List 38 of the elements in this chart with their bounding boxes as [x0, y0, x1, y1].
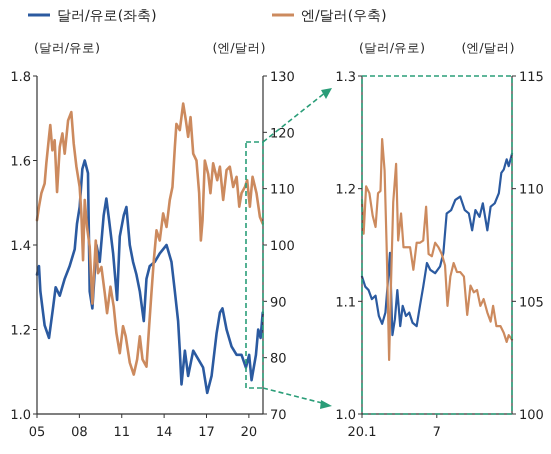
y-tick-label: 1.2 [10, 324, 31, 338]
y2-tick-label: 90 [270, 295, 287, 310]
x-tick-label: 05 [28, 425, 46, 440]
y2-tick-label: 120 [270, 126, 295, 142]
legend-label: 엔/달러(우축) [301, 8, 387, 24]
line-series [360, 138, 514, 362]
x-tick-label: 20.1 [348, 425, 376, 440]
legend-label: 달러/유로(좌축) [57, 8, 157, 24]
y-tick-label: 1.1 [335, 295, 356, 310]
y-axis-title: (달러/유로) [359, 40, 425, 55]
y2-axis-title: (엔/달러) [462, 40, 514, 55]
y2-tick-label: 130 [270, 70, 295, 85]
x-tick-label: 20 [240, 425, 258, 440]
x-tick-label: 08 [71, 425, 88, 440]
x-tick-label: 7 [432, 425, 441, 440]
y2-tick-label: 110 [270, 182, 295, 198]
y2-axis-title: (엔/달러) [212, 40, 266, 55]
y-tick-label: 1.0 [10, 408, 31, 423]
y2-tick-label: 80 [270, 352, 287, 367]
y2-tick-label: 100 [519, 408, 544, 423]
x-tick-label: 17 [198, 425, 215, 440]
y-tick-label: 1.4 [10, 239, 31, 254]
x-tick-label: 14 [156, 425, 172, 440]
line-series [36, 159, 264, 394]
y2-tick-label: 100 [270, 239, 295, 254]
y2-tick-label: 115 [519, 70, 544, 85]
y2-tick-label: 105 [519, 295, 544, 310]
y-axis-title: (달러/유로) [34, 40, 100, 55]
x-tick-label: 11 [113, 425, 130, 440]
y2-tick-label: 110 [519, 182, 544, 198]
y-tick-label: 1.0 [335, 408, 356, 423]
y-tick-label: 1.3 [335, 70, 356, 85]
y-tick-label: 1.2 [335, 182, 356, 198]
line-series [36, 102, 264, 376]
y-tick-label: 1.8 [10, 70, 31, 85]
y-tick-label: 1.6 [10, 154, 31, 170]
line-series [360, 152, 514, 336]
y2-tick-label: 70 [270, 408, 287, 423]
